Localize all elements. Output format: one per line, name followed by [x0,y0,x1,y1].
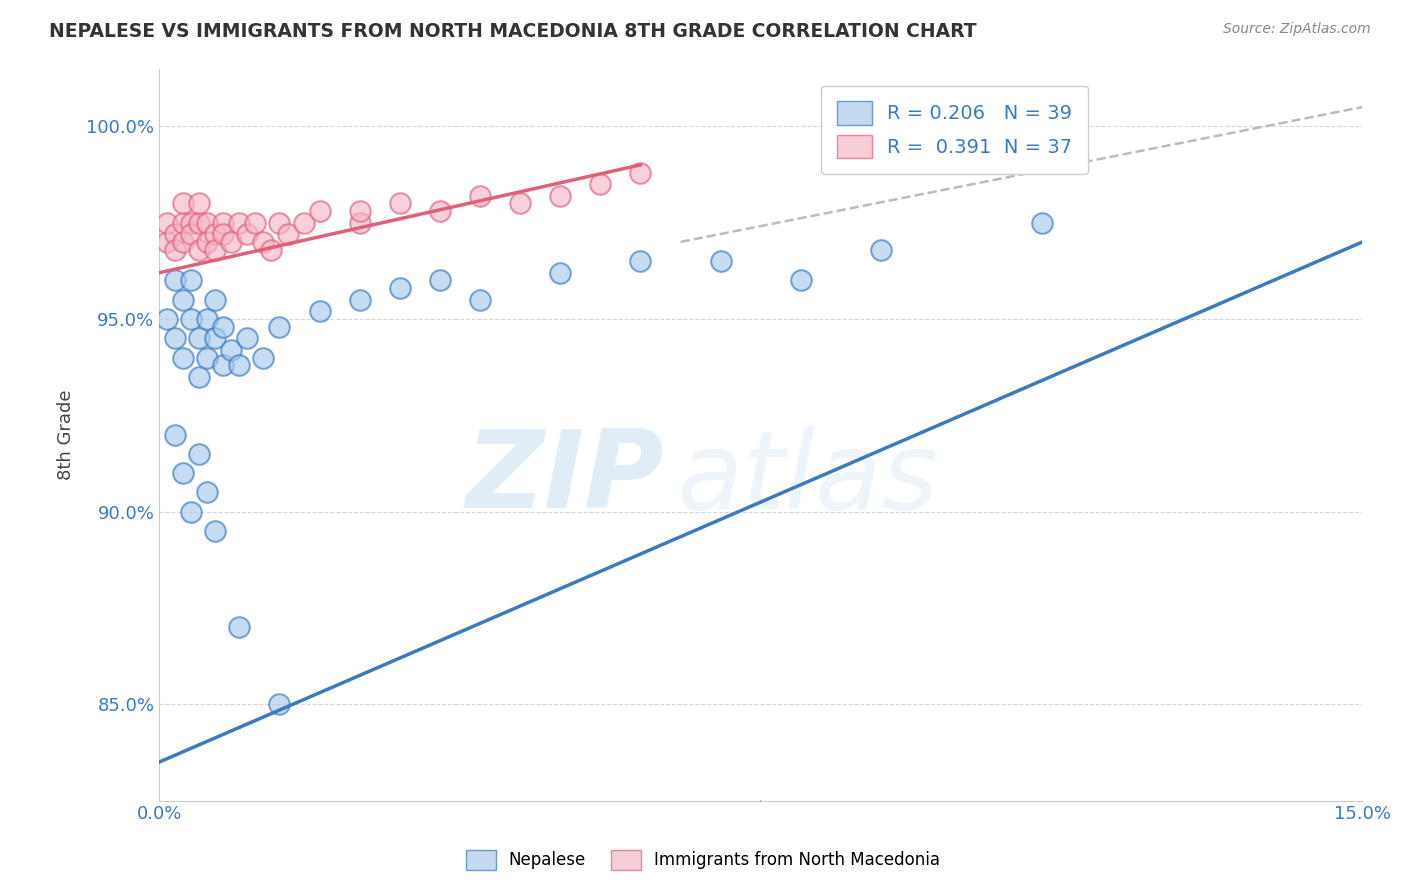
Point [172,216,194,230]
Point [212,216,235,230]
Point [172,235,194,249]
Point [172,351,194,365]
Point [349,293,371,307]
Text: Source: ZipAtlas.com: Source: ZipAtlas.com [1223,22,1371,37]
Point [195,312,218,326]
Point [156,312,179,326]
Point [180,216,202,230]
Point [260,243,283,257]
Point [180,505,202,519]
Point [228,620,250,634]
Text: ZIP: ZIP [467,425,665,532]
Point [172,196,194,211]
Point [509,196,531,211]
Point [245,216,267,230]
Point [204,293,226,307]
Point [388,196,411,211]
Point [180,273,202,287]
Point [468,188,491,202]
Point [172,466,194,480]
Point [156,235,179,249]
Point [165,427,187,442]
Point [188,331,211,345]
Point [269,698,291,712]
Point [429,204,451,219]
Point [165,243,187,257]
Point [468,293,491,307]
Point [308,304,330,318]
Point [188,243,211,257]
Point [308,204,330,219]
Point [292,216,315,230]
Point [228,216,250,230]
Point [188,196,211,211]
Legend: R = 0.206   N = 39, R =  0.391  N = 37: R = 0.206 N = 39, R = 0.391 N = 37 [821,86,1088,174]
Point [204,524,226,538]
Point [165,227,187,242]
Point [276,227,298,242]
Point [589,177,612,191]
Point [790,273,813,287]
Point [252,235,274,249]
Point [269,216,291,230]
Point [221,343,243,357]
Legend: Nepalese, Immigrants from North Macedonia: Nepalese, Immigrants from North Macedoni… [458,843,948,877]
Text: atlas: atlas [676,426,938,531]
Point [165,331,187,345]
Point [870,243,893,257]
Text: NEPALESE VS IMMIGRANTS FROM NORTH MACEDONIA 8TH GRADE CORRELATION CHART: NEPALESE VS IMMIGRANTS FROM NORTH MACEDO… [49,22,977,41]
Point [195,351,218,365]
Point [548,266,571,280]
Point [180,312,202,326]
Y-axis label: 8th Grade: 8th Grade [58,389,75,480]
Point [1031,216,1053,230]
Point [204,227,226,242]
Point [630,254,652,268]
Point [212,358,235,372]
Point [269,319,291,334]
Point [710,254,733,268]
Point [212,319,235,334]
Point [195,485,218,500]
Point [188,447,211,461]
Point [236,331,259,345]
Point [156,216,179,230]
Point [212,227,235,242]
Point [429,273,451,287]
Point [228,358,250,372]
Point [188,369,211,384]
Point [188,216,211,230]
Point [630,165,652,179]
Point [204,243,226,257]
Point [204,331,226,345]
Point [548,188,571,202]
Point [236,227,259,242]
Point [252,351,274,365]
Point [221,235,243,249]
Point [349,204,371,219]
Point [165,273,187,287]
Point [349,216,371,230]
Point [180,227,202,242]
Point [195,216,218,230]
Point [172,293,194,307]
Point [195,235,218,249]
Point [388,281,411,295]
